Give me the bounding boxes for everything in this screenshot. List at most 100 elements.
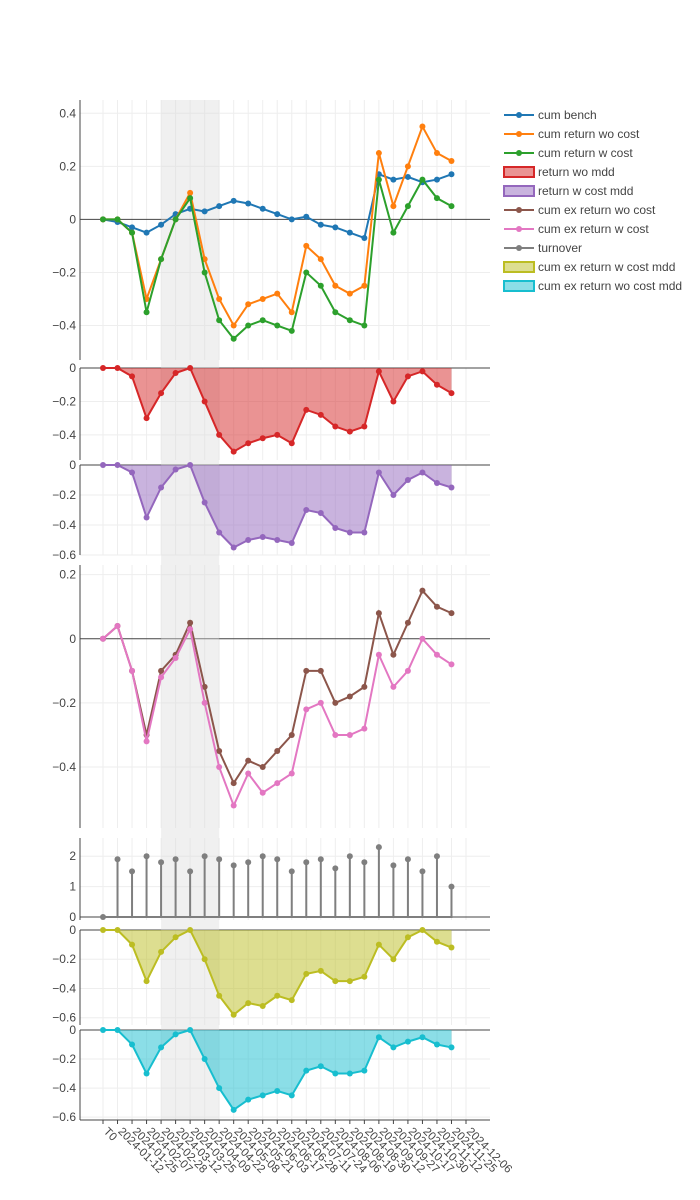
data-point[interactable] [346, 529, 353, 536]
data-point[interactable] [317, 221, 324, 228]
legend-item[interactable]: cum ex return wo cost [504, 203, 656, 217]
data-point[interactable] [245, 1000, 252, 1007]
data-point[interactable] [274, 537, 281, 543]
data-point[interactable] [143, 978, 150, 985]
data-point[interactable] [158, 256, 165, 263]
data-point[interactable] [404, 1038, 411, 1045]
data-point[interactable] [419, 587, 426, 594]
data-point[interactable] [143, 738, 150, 745]
data-point[interactable] [433, 1041, 440, 1048]
data-point[interactable] [448, 484, 455, 491]
data-point[interactable] [216, 764, 223, 771]
data-point[interactable] [288, 440, 295, 447]
data-point[interactable] [245, 301, 252, 308]
data-point[interactable] [100, 462, 106, 468]
data-point[interactable] [419, 927, 426, 933]
data-point[interactable] [433, 195, 440, 202]
data-point[interactable] [259, 1003, 266, 1009]
data-point[interactable] [201, 499, 208, 506]
data-point[interactable] [332, 224, 339, 231]
data-point[interactable] [129, 373, 136, 380]
data-point[interactable] [361, 282, 368, 289]
data-point[interactable] [143, 514, 150, 521]
data-point[interactable] [375, 150, 382, 157]
data-point[interactable] [448, 203, 455, 210]
data-point[interactable] [332, 865, 339, 872]
data-point[interactable] [158, 674, 165, 681]
data-point[interactable] [129, 229, 136, 236]
data-point[interactable] [187, 868, 194, 875]
data-point[interactable] [274, 856, 281, 863]
data-point[interactable] [114, 365, 121, 371]
data-point[interactable] [404, 667, 411, 674]
data-point[interactable] [433, 480, 440, 486]
data-point[interactable] [390, 203, 397, 210]
data-point[interactable] [187, 927, 194, 933]
data-point[interactable] [419, 635, 426, 642]
data-point[interactable] [114, 927, 121, 933]
data-point[interactable] [346, 428, 353, 435]
data-point[interactable] [230, 1106, 237, 1113]
data-point[interactable] [245, 322, 252, 329]
data-point[interactable] [259, 534, 266, 540]
data-point[interactable] [114, 462, 121, 468]
data-point[interactable] [317, 510, 324, 516]
data-point[interactable] [230, 335, 237, 342]
legend-item[interactable]: cum return wo cost [504, 127, 640, 141]
data-point[interactable] [346, 317, 353, 324]
data-point[interactable] [230, 197, 237, 204]
data-point[interactable] [129, 1041, 136, 1048]
data-point[interactable] [448, 1044, 455, 1051]
data-point[interactable] [317, 282, 324, 289]
data-point[interactable] [172, 370, 179, 377]
data-point[interactable] [433, 150, 440, 157]
data-point[interactable] [172, 934, 179, 941]
data-point[interactable] [230, 322, 237, 329]
data-point[interactable] [390, 651, 397, 658]
data-point[interactable] [216, 992, 223, 999]
data-point[interactable] [317, 667, 324, 674]
data-point[interactable] [187, 619, 194, 626]
data-point[interactable] [390, 492, 397, 498]
data-point[interactable] [129, 868, 136, 875]
data-point[interactable] [187, 365, 194, 371]
data-point[interactable] [187, 1027, 194, 1033]
data-point[interactable] [361, 683, 368, 690]
data-point[interactable] [187, 462, 194, 468]
data-point[interactable] [201, 398, 208, 405]
data-point[interactable] [317, 699, 324, 706]
data-point[interactable] [288, 540, 295, 546]
data-point[interactable] [404, 477, 411, 483]
data-point[interactable] [346, 1070, 353, 1077]
data-point[interactable] [390, 683, 397, 690]
data-point[interactable] [129, 224, 136, 231]
data-point[interactable] [332, 699, 339, 706]
legend-item[interactable]: cum ex return wo cost mdd [503, 279, 682, 293]
data-point[interactable] [361, 529, 368, 536]
data-point[interactable] [201, 683, 208, 690]
data-point[interactable] [433, 381, 440, 388]
data-point[interactable] [259, 435, 266, 442]
data-point[interactable] [361, 859, 368, 866]
data-point[interactable] [346, 693, 353, 700]
data-point[interactable] [419, 368, 426, 375]
data-point[interactable] [230, 544, 237, 551]
data-point[interactable] [216, 529, 223, 536]
data-point[interactable] [303, 667, 310, 674]
data-point[interactable] [143, 853, 150, 860]
data-point[interactable] [303, 706, 310, 713]
data-point[interactable] [216, 203, 223, 210]
data-point[interactable] [361, 322, 368, 329]
data-point[interactable] [187, 189, 194, 196]
data-point[interactable] [390, 1044, 397, 1051]
data-point[interactable] [172, 466, 179, 473]
data-point[interactable] [404, 373, 411, 380]
data-point[interactable] [303, 269, 310, 276]
data-point[interactable] [448, 944, 455, 951]
data-point[interactable] [433, 651, 440, 658]
data-point[interactable] [114, 622, 121, 629]
data-point[interactable] [375, 610, 382, 617]
data-point[interactable] [404, 203, 411, 210]
data-point[interactable] [332, 1070, 339, 1077]
data-point[interactable] [346, 978, 353, 985]
